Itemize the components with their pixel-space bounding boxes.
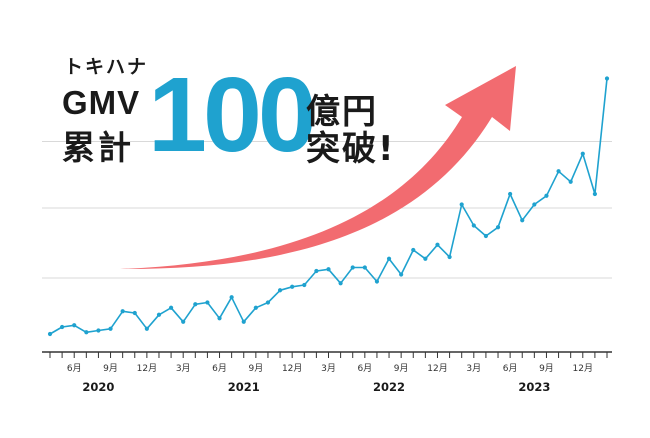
x-tick-label: 3月	[466, 363, 481, 374]
year-label-2020: 2020	[82, 380, 114, 394]
data-point-2020-11	[132, 310, 137, 316]
brand-name: トキハナ	[64, 56, 149, 78]
metric-label: GMV	[62, 84, 141, 121]
x-tick-label: 3月	[176, 363, 191, 374]
data-point-2022-10	[411, 247, 416, 253]
year-labels: 2020 2021 2022 2023	[82, 380, 550, 394]
data-point-2023-05	[495, 225, 501, 230]
x-tick-label: 6月	[503, 363, 518, 374]
data-point-2020-07	[84, 330, 89, 335]
x-axis	[42, 351, 612, 358]
data-point-2021-12	[290, 284, 295, 289]
year-label-2022: 2022	[373, 380, 405, 394]
data-point-2020-09	[108, 326, 113, 331]
data-point-2022-11	[423, 256, 428, 261]
data-point-2020-08	[96, 328, 101, 333]
x-tick-labels: 6月 9月 12月 3月 6月 9月 12月 3月 6月 9月 12月 3月 6月 9月 12月	[67, 363, 593, 374]
data-point-2022-12	[435, 242, 440, 247]
cumulative-label: 累計	[62, 128, 134, 167]
data-point-2021-05	[205, 300, 210, 305]
data-point-2023-06	[508, 191, 513, 197]
data-point-2023-12	[580, 151, 585, 156]
data-point-2021-11	[277, 288, 283, 293]
amount-value: 100	[148, 56, 317, 174]
data-point-2021-04	[193, 302, 198, 307]
data-point-2020-12	[144, 326, 149, 331]
data-point-2022-06	[362, 265, 367, 270]
x-tick-label: 9月	[539, 363, 554, 374]
data-point-2023-01	[447, 254, 452, 260]
data-point-2022-04	[338, 281, 343, 286]
data-point-2023-11	[568, 179, 573, 184]
x-tick-label: 3月	[321, 363, 336, 374]
data-point-2021-09	[253, 305, 258, 310]
data-point-2022-02	[314, 268, 319, 274]
data-point-2021-10	[265, 300, 271, 305]
x-tick-label: 12月	[137, 363, 157, 374]
growth-arrow-shape	[120, 66, 516, 270]
data-point-2023-09	[544, 193, 549, 198]
data-point-2021-01	[156, 312, 162, 317]
data-point-2023-07	[520, 218, 525, 223]
data-point-2022-09	[399, 272, 404, 277]
data-point-2021-03	[181, 319, 186, 324]
data-point-2023-10	[556, 169, 561, 174]
x-tick-label: 9月	[103, 363, 118, 374]
x-tick-label: 9月	[394, 363, 409, 374]
data-point-2021-06	[217, 316, 222, 321]
x-tick-label: 6月	[357, 363, 372, 374]
data-point-2020-05	[60, 324, 65, 330]
data-point-2022-05	[350, 265, 355, 270]
data-point-2023-04	[483, 233, 489, 239]
amount-unit: 億円	[306, 92, 378, 132]
year-label-2023: 2023	[518, 380, 550, 394]
series-gmv	[47, 76, 610, 337]
data-point-2024-01	[592, 191, 597, 197]
exceeded-label: 突破!	[306, 129, 396, 169]
data-point-2023-02	[459, 202, 464, 207]
data-point-2021-07	[229, 295, 234, 300]
data-point-2022-07	[374, 279, 380, 284]
x-tick-label: 12月	[427, 363, 447, 374]
data-point-2020-06	[72, 323, 77, 328]
x-tick-label: 12月	[282, 363, 302, 374]
data-point-2022-01	[302, 282, 307, 288]
data-point-2021-02	[168, 305, 174, 310]
data-point-2024-02	[604, 76, 610, 81]
year-label-2021: 2021	[228, 380, 260, 394]
data-point-2022-08	[386, 256, 392, 261]
data-point-2023-08	[532, 202, 537, 207]
x-tick-label: 6月	[212, 363, 227, 374]
data-point-2020-10	[120, 309, 125, 314]
x-tick-label: 6月	[67, 363, 82, 374]
x-tick-label: 9月	[248, 363, 263, 374]
data-point-2022-03	[326, 267, 331, 272]
growth-arrow	[120, 66, 516, 270]
data-point-2021-08	[241, 319, 246, 324]
data-point-2020-04	[47, 331, 53, 337]
x-tick-label: 12月	[573, 363, 593, 374]
data-point-2023-03	[471, 223, 476, 228]
